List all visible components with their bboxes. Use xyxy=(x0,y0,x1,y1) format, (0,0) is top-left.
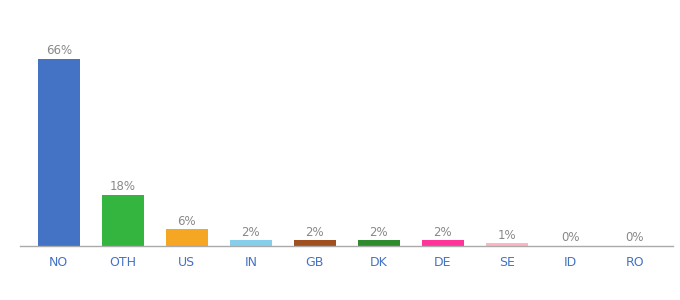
Bar xyxy=(102,195,143,246)
Bar xyxy=(166,229,207,246)
Text: 6%: 6% xyxy=(177,214,196,228)
Bar xyxy=(38,59,80,246)
Bar xyxy=(294,240,336,246)
Bar xyxy=(358,240,400,246)
Text: 2%: 2% xyxy=(241,226,260,239)
Text: 18%: 18% xyxy=(109,181,136,194)
Text: 0%: 0% xyxy=(562,231,580,244)
Text: 2%: 2% xyxy=(305,226,324,239)
Text: 2%: 2% xyxy=(369,226,388,239)
Text: 1%: 1% xyxy=(498,229,516,242)
Text: 0%: 0% xyxy=(626,231,644,244)
Text: 2%: 2% xyxy=(433,226,452,239)
Bar xyxy=(486,243,528,246)
Bar xyxy=(230,240,271,246)
Bar xyxy=(422,240,464,246)
Text: 66%: 66% xyxy=(46,44,72,57)
